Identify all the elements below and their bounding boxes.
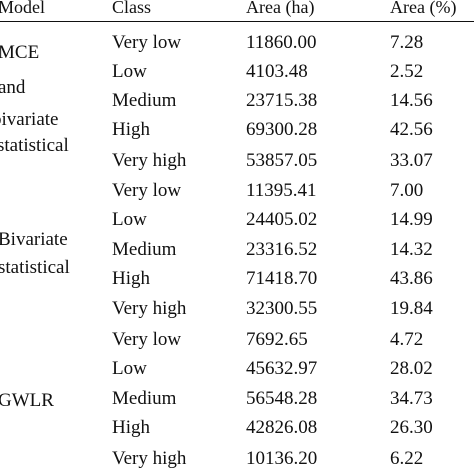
model-label-line: MCE <box>0 42 40 63</box>
table-cell-area-ha: 10136.20 <box>246 448 318 469</box>
table-cell-area-ha: 56548.28 <box>246 388 318 409</box>
table-cell-area-ha: 71418.70 <box>246 268 318 289</box>
table-cell-area-pct: 28.02 <box>390 358 433 379</box>
table-cell-area-pct: 14.99 <box>390 209 433 230</box>
table-cell-area-ha: 7692.65 <box>246 329 308 350</box>
table-cell-area-ha: 23715.38 <box>246 90 318 111</box>
table-cell-area-ha: 23316.52 <box>246 239 318 260</box>
model-label-line: statistical <box>0 135 69 156</box>
header-area-pct: Area (%) <box>390 0 457 17</box>
table-cell-area-pct: 14.32 <box>390 239 433 260</box>
table-cell-area-pct: 42.56 <box>390 119 433 140</box>
table-cell-area-pct: 26.30 <box>390 417 433 438</box>
model-label-line: Bivariate <box>0 229 68 250</box>
table-cell-area-pct: 33.07 <box>390 150 433 171</box>
table-cell-area-ha: 11860.00 <box>246 32 317 53</box>
table-cell-area-pct: 6.22 <box>390 448 424 469</box>
table-cell-area-pct: 34.73 <box>390 388 433 409</box>
table-cell-area-ha: 69300.28 <box>246 119 318 140</box>
table-cell-area-ha: 11395.41 <box>246 180 317 201</box>
table-cell-area-pct: 14.56 <box>390 90 433 111</box>
table-cell-area-ha: 24405.02 <box>246 209 318 230</box>
table-cell-class: High <box>112 119 150 140</box>
header-rule <box>0 21 474 22</box>
model-label-line: statistical <box>0 257 70 278</box>
table-cell-area-ha: 4103.48 <box>246 61 308 82</box>
table-cell-area-ha: 45632.97 <box>246 358 318 379</box>
table-cell-area-pct: 4.72 <box>390 329 424 350</box>
model-label-line: bivariate <box>0 109 59 130</box>
table-cell-class: Very low <box>112 329 182 350</box>
table-cell-class: High <box>112 268 150 289</box>
table-cell-class: Low <box>112 61 147 82</box>
table-cell-class: Low <box>112 209 147 230</box>
table-cell-area-pct: 43.86 <box>390 268 433 289</box>
table-cell-area-ha: 42826.08 <box>246 417 318 438</box>
table-cell-area-pct: 2.52 <box>390 61 424 82</box>
header-class: Class <box>112 0 152 17</box>
table-cell-area-pct: 7.00 <box>390 180 424 201</box>
table-cell-class: Very high <box>112 150 187 171</box>
table-cell-class: Very high <box>112 448 187 469</box>
table-cell-class: Very high <box>112 298 187 319</box>
table-cell-class: Medium <box>112 90 177 111</box>
model-label-line: GWLR <box>0 390 54 411</box>
table-cell-class: Very low <box>112 32 182 53</box>
header-model: Model <box>0 0 45 17</box>
table-cell-area-pct: 7.28 <box>390 32 424 53</box>
model-label-line: and <box>0 77 26 98</box>
header-area-ha: Area (ha) <box>246 0 315 17</box>
table-cell-class: Medium <box>112 239 177 260</box>
table-cell-class: Medium <box>112 388 177 409</box>
table-cell-area-ha: 53857.05 <box>246 150 318 171</box>
table-cell-area-pct: 19.84 <box>390 298 433 319</box>
table-cell-class: High <box>112 417 150 438</box>
table-cell-area-ha: 32300.55 <box>246 298 318 319</box>
table-cell-class: Very low <box>112 180 182 201</box>
table-cell-class: Low <box>112 358 147 379</box>
